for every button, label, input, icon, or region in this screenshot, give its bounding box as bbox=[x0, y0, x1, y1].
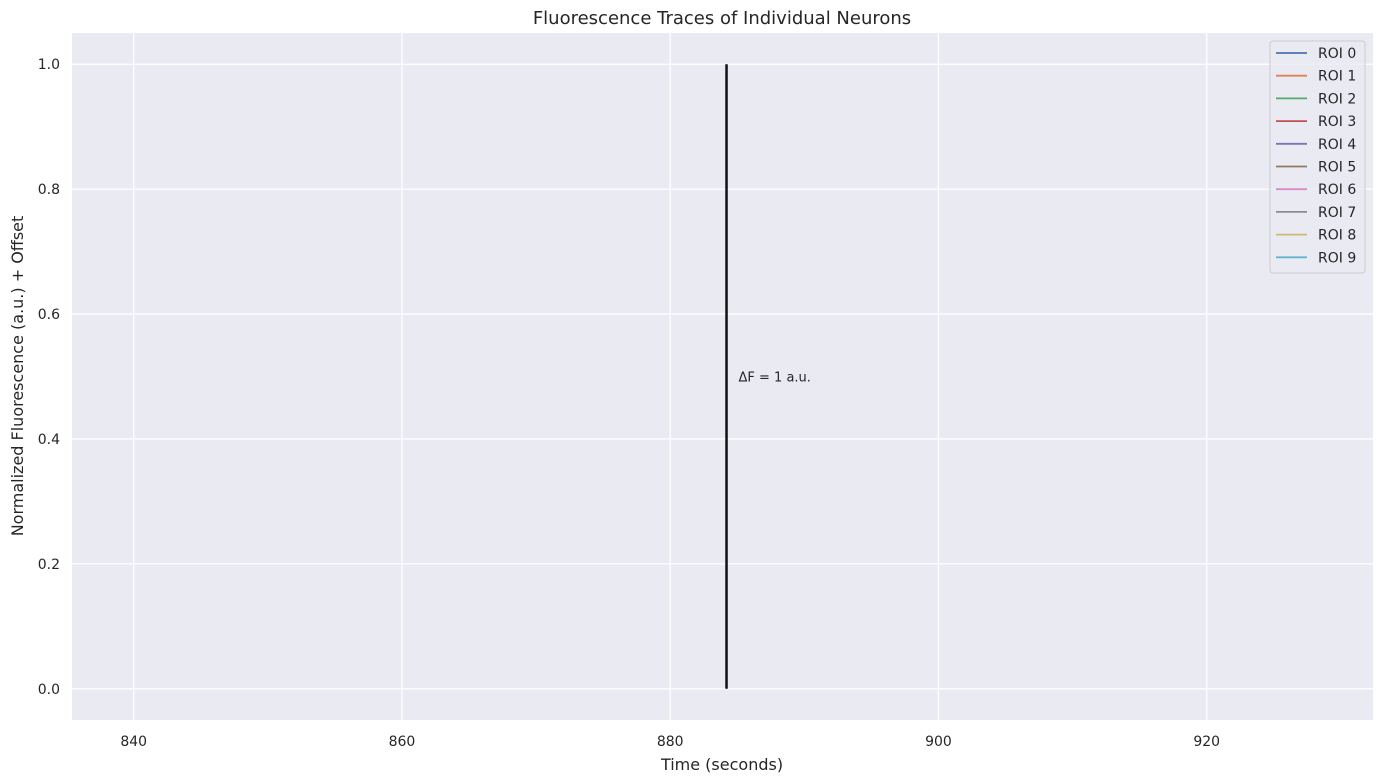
scale-bar-label: ΔF = 1 a.u. bbox=[739, 371, 811, 386]
x-tick-label: 920 bbox=[1193, 734, 1220, 750]
x-axis-ticks: 840 860 880 900 920 bbox=[120, 734, 1220, 750]
y-axis-ticks: 0.0 0.2 0.4 0.6 0.8 1.0 bbox=[38, 57, 60, 698]
y-tick-label: 0.4 bbox=[38, 432, 60, 448]
y-tick-label: 0.6 bbox=[38, 307, 60, 323]
legend-label: ROI 9 bbox=[1318, 250, 1356, 266]
scale-bar: ΔF = 1 a.u. bbox=[725, 64, 811, 689]
legend-label: ROI 3 bbox=[1318, 114, 1356, 130]
legend-label: ROI 1 bbox=[1318, 69, 1356, 85]
legend-label: ROI 7 bbox=[1318, 205, 1356, 221]
y-tick-label: 0.2 bbox=[38, 557, 60, 573]
x-tick-label: 840 bbox=[120, 734, 147, 750]
x-tick-label: 880 bbox=[657, 734, 684, 750]
legend-label: ROI 0 bbox=[1318, 46, 1356, 62]
grid-lines bbox=[72, 33, 1373, 720]
legend-label: ROI 8 bbox=[1318, 228, 1356, 244]
x-tick-label: 860 bbox=[389, 734, 416, 750]
y-tick-label: 0.0 bbox=[38, 682, 60, 698]
legend-label: ROI 4 bbox=[1318, 137, 1356, 153]
x-tick-label: 900 bbox=[925, 734, 952, 750]
legend-label: ROI 6 bbox=[1318, 182, 1356, 198]
legend-label: ROI 5 bbox=[1318, 160, 1356, 176]
x-axis-label: Time (seconds) bbox=[660, 755, 783, 774]
y-axis-label: Normalized Fluorescence (a.u.) + Offset bbox=[8, 216, 27, 537]
legend: ROI 0 ROI 1 ROI 2 ROI 3 ROI 4 ROI 5 ROI 6 ROI 7… bbox=[1269, 40, 1366, 274]
legend-label: ROI 2 bbox=[1318, 91, 1356, 107]
y-tick-label: 1.0 bbox=[38, 57, 60, 73]
chart-title: Fluorescence Traces of Individual Neuron… bbox=[533, 8, 911, 29]
plot-area-background bbox=[72, 33, 1373, 720]
y-tick-label: 0.8 bbox=[38, 182, 60, 198]
